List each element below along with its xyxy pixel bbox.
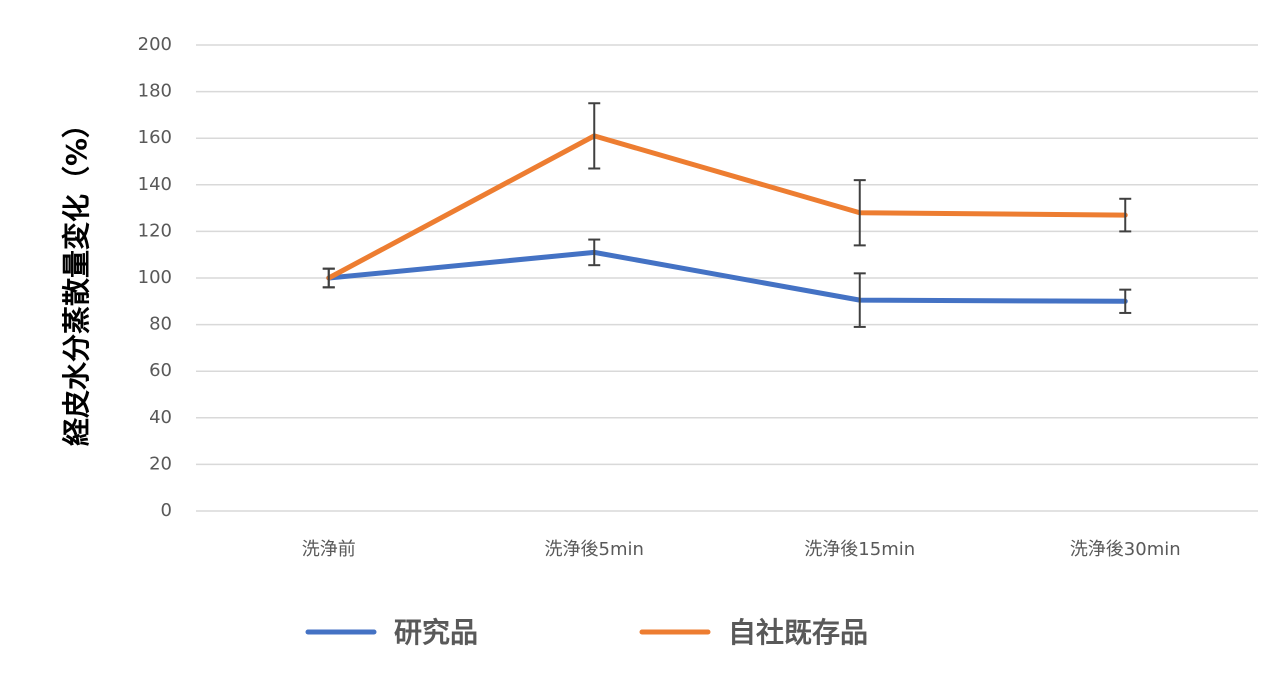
y-tick-label: 40	[149, 407, 172, 428]
y-tick-label: 100	[138, 267, 172, 288]
y-axis-ticks: 0 20 40 60 80 100 120 140 160 180 200	[138, 34, 172, 521]
legend-item: 自社既存品	[639, 616, 868, 649]
y-tick-label: 120	[138, 220, 172, 241]
x-tick-label: 洗浄後5min	[545, 539, 644, 560]
error-bar	[588, 102, 601, 170]
y-tick-label: 200	[138, 34, 172, 55]
legend-label: 自社既存品	[728, 616, 868, 649]
y-tick-label: 80	[149, 314, 172, 335]
error-bar	[322, 267, 335, 289]
y-tick-label: 0	[161, 500, 172, 521]
x-tick-label: 洗浄後30min	[1070, 539, 1181, 560]
y-tick-label: 140	[138, 174, 172, 195]
series-line	[326, 133, 1128, 281]
error-bar	[1119, 288, 1132, 314]
y-tick-label: 160	[138, 127, 172, 148]
error-bar	[1119, 197, 1132, 233]
x-axis-ticks: 洗浄前 洗浄後5min 洗浄後15min 洗浄後30min	[302, 539, 1181, 560]
y-axis-label: 経皮水分蒸散量変化（%）	[60, 110, 93, 446]
series-line	[326, 249, 1128, 304]
y-tick-label: 20	[149, 453, 172, 474]
legend-label: 研究品	[394, 616, 478, 649]
legend-item: 研究品	[305, 616, 478, 649]
x-tick-label: 洗浄後15min	[804, 539, 915, 560]
error-bar	[853, 272, 866, 328]
error-bar	[588, 238, 601, 267]
x-tick-label: 洗浄前	[302, 539, 356, 560]
error-bar	[853, 179, 866, 247]
y-tick-label: 60	[149, 360, 172, 381]
error-bars	[322, 102, 1132, 328]
series-lines	[326, 133, 1128, 304]
y-tick-label: 180	[138, 81, 172, 102]
legend: 研究品 自社既存品	[305, 616, 868, 649]
